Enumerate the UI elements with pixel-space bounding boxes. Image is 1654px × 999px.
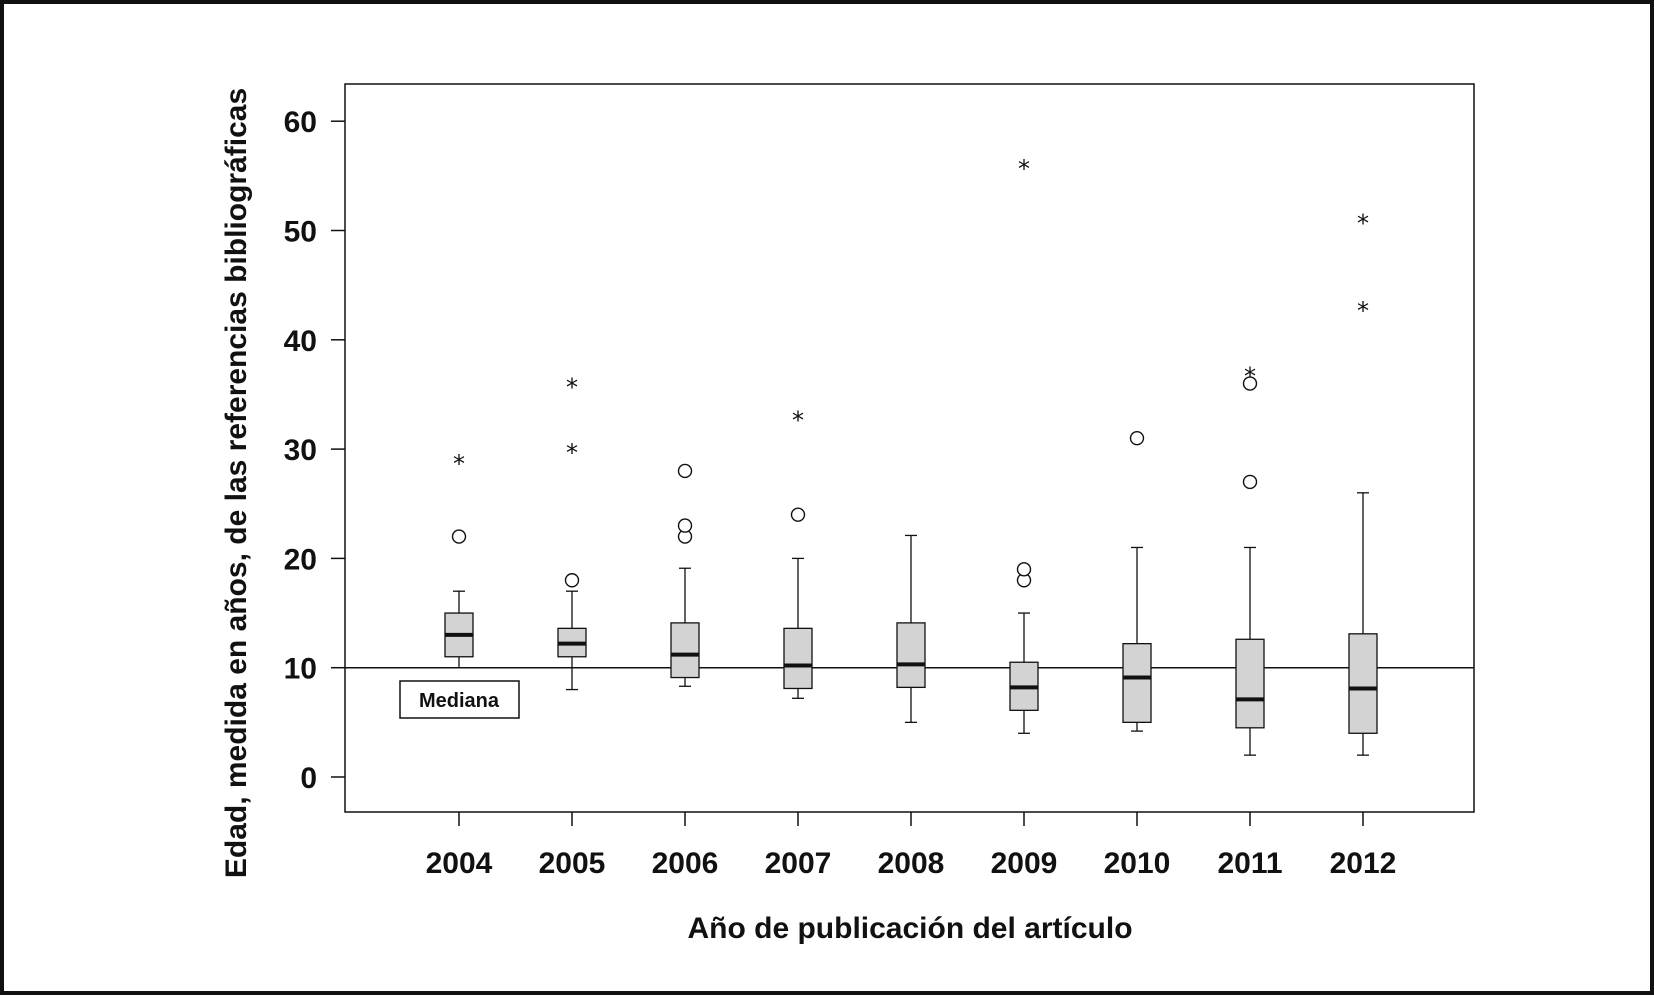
y-tick-label: 40 <box>284 325 317 358</box>
extreme-point: * <box>792 406 804 434</box>
plot-frame <box>344 83 1475 813</box>
x-tick-label: 2011 <box>1217 847 1282 880</box>
box-iqr <box>670 622 700 679</box>
x-tick-label: 2012 <box>1330 847 1397 880</box>
y-tick-label: 50 <box>284 216 317 249</box>
outlier-point <box>1242 376 1258 391</box>
extreme-point: * <box>1244 363 1256 391</box>
outlier-point <box>677 518 693 533</box>
y-tick-label: 60 <box>284 106 317 139</box>
x-tick-label: 2004 <box>426 847 493 880</box>
outlier-point <box>451 529 467 544</box>
y-tick-label: 10 <box>284 653 317 686</box>
extreme-point: * <box>1357 297 1369 325</box>
reference-label: Mediana <box>419 690 500 712</box>
outlier-point <box>564 573 580 588</box>
box-iqr <box>1348 633 1378 734</box>
outlier-point <box>1129 430 1145 446</box>
plot-layer: 0 10 20 30 40 50 60 2004 2005 2006 2007 2008 2009 201… <box>284 83 1475 880</box>
extreme-point: * <box>566 439 578 467</box>
y-tick-label: 20 <box>284 543 317 576</box>
outlier-point <box>677 463 693 479</box>
outlier-point <box>1242 474 1258 490</box>
x-tick-label: 2006 <box>652 847 719 880</box>
boxplot-chart: 0 10 20 30 40 50 60 2004 2005 2006 2007 2008 2009 201… <box>220 83 1475 945</box>
x-tick-label: 2010 <box>1104 847 1171 880</box>
y-tick-label: 0 <box>300 762 317 795</box>
box-iqr <box>783 627 813 690</box>
x-axis-title: Año de publicación del artículo <box>687 912 1132 945</box>
box-iqr <box>1122 643 1152 723</box>
extreme-point: * <box>1018 155 1030 183</box>
outlier-point <box>1016 562 1032 577</box>
x-tick-label: 2005 <box>539 847 606 880</box>
extreme-point: * <box>1357 210 1369 238</box>
box-iqr <box>1235 638 1265 729</box>
box-iqr <box>896 622 926 689</box>
outlier-point <box>790 507 806 522</box>
x-tick-label: 2007 <box>765 847 832 880</box>
x-tick-label: 2008 <box>878 847 945 880</box>
extreme-point: * <box>566 374 578 402</box>
y-tick-label: 30 <box>284 434 317 467</box>
y-axis-title: Edad, medida en años, de las referencias… <box>220 88 253 878</box>
reference-label-box <box>399 680 520 719</box>
extreme-point: * <box>453 450 465 478</box>
x-tick-label: 2009 <box>991 847 1058 880</box>
